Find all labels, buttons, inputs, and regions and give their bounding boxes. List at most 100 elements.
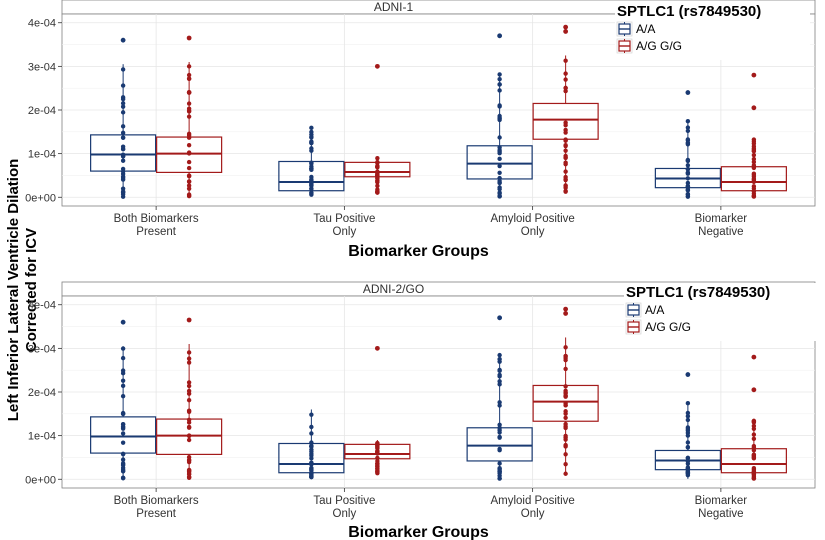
data-point bbox=[751, 152, 757, 158]
data-point bbox=[563, 357, 568, 363]
data-point bbox=[685, 417, 691, 423]
data-point bbox=[685, 426, 691, 432]
data-point bbox=[120, 431, 126, 436]
data-point bbox=[751, 436, 757, 441]
data-point bbox=[375, 169, 380, 174]
data-point bbox=[751, 469, 757, 475]
legend-background bbox=[624, 283, 819, 341]
data-point bbox=[186, 159, 192, 165]
data-point bbox=[120, 101, 126, 106]
data-point bbox=[563, 174, 568, 180]
data-point bbox=[120, 135, 126, 140]
data-point bbox=[375, 164, 380, 169]
y-tick-label: 0e+00 bbox=[25, 192, 56, 204]
data-point bbox=[120, 154, 126, 159]
data-point bbox=[751, 418, 757, 424]
data-point bbox=[751, 423, 757, 429]
data-point bbox=[120, 104, 126, 109]
data-point bbox=[120, 383, 126, 389]
x-tick-label-line2: Only bbox=[333, 226, 357, 238]
x-tick-label: Amyloid Positive bbox=[490, 495, 574, 507]
x-tick-label-line2: Only bbox=[521, 508, 545, 520]
data-point bbox=[186, 380, 192, 385]
data-point bbox=[186, 76, 192, 82]
data-point bbox=[563, 403, 568, 408]
data-point bbox=[186, 101, 192, 106]
data-point bbox=[497, 82, 502, 87]
data-point bbox=[685, 194, 691, 199]
outlier-point bbox=[497, 33, 503, 39]
data-point bbox=[186, 72, 192, 78]
data-point bbox=[497, 163, 502, 169]
data-point bbox=[685, 125, 691, 130]
data-point bbox=[186, 193, 192, 199]
outlier-point bbox=[563, 29, 569, 34]
data-point bbox=[497, 403, 502, 408]
data-point bbox=[563, 138, 568, 143]
data-point bbox=[186, 457, 192, 463]
y-axis-title-line1: Left Inferior Lateral Ventricle Dilation bbox=[5, 159, 22, 422]
data-point bbox=[563, 394, 568, 399]
data-point bbox=[563, 153, 568, 159]
data-point bbox=[309, 424, 314, 430]
data-point bbox=[751, 475, 757, 481]
y-tick-label: 1e-04 bbox=[28, 149, 56, 161]
data-point bbox=[497, 379, 502, 384]
x-axis-title: Biomarker Groups bbox=[348, 243, 489, 260]
data-point bbox=[375, 466, 380, 471]
data-point bbox=[751, 193, 757, 199]
data-point bbox=[685, 444, 691, 450]
data-point bbox=[751, 432, 757, 437]
data-point bbox=[563, 421, 568, 427]
data-point bbox=[751, 189, 757, 194]
data-point bbox=[497, 461, 502, 466]
legend-background bbox=[615, 2, 810, 60]
data-point bbox=[563, 188, 568, 194]
data-point bbox=[309, 449, 314, 454]
data-point bbox=[120, 189, 126, 194]
outlier-point bbox=[374, 345, 380, 351]
x-tick-label-line2: Only bbox=[333, 508, 357, 520]
y-tick-label: 1e-04 bbox=[28, 431, 56, 443]
data-point bbox=[186, 131, 192, 137]
data-point bbox=[685, 401, 691, 406]
data-point bbox=[120, 475, 126, 481]
panel-adni2go: ADNI-2/GO 0e+00 1e-04 2e-04 3e-04 4e-04 Both B… bbox=[25, 281, 819, 540]
data-point bbox=[375, 175, 380, 181]
data-point bbox=[563, 345, 568, 350]
data-point bbox=[186, 437, 192, 443]
outlier-point bbox=[751, 105, 757, 111]
data-point bbox=[751, 163, 757, 168]
data-point bbox=[120, 451, 126, 456]
data-point bbox=[685, 471, 691, 476]
data-point bbox=[497, 400, 502, 405]
data-point bbox=[563, 169, 568, 174]
x-tick-label: Biomarker bbox=[695, 213, 748, 225]
data-point bbox=[497, 76, 502, 82]
data-point bbox=[309, 462, 314, 467]
y-tick-label: 2e-04 bbox=[28, 105, 56, 117]
data-point bbox=[563, 77, 568, 82]
y-axis-title-line2: Corrected for ICV bbox=[23, 228, 40, 352]
data-point bbox=[563, 161, 568, 167]
data-point bbox=[685, 158, 691, 163]
x-tick-label: Tau Positive bbox=[313, 213, 375, 225]
data-point bbox=[120, 371, 126, 376]
data-point bbox=[309, 148, 314, 153]
data-point bbox=[685, 410, 691, 416]
facet-title: ADNI-1 bbox=[374, 0, 414, 14]
data-point bbox=[685, 185, 691, 190]
data-point bbox=[186, 475, 192, 480]
data-point bbox=[375, 449, 380, 455]
data-point bbox=[375, 469, 380, 475]
data-point bbox=[186, 409, 192, 414]
data-point bbox=[497, 113, 502, 119]
data-point bbox=[120, 110, 126, 115]
data-point bbox=[685, 458, 691, 464]
x-tick-label-line2: Negative bbox=[698, 508, 743, 520]
x-tick-label: Both Biomarkers bbox=[114, 213, 199, 225]
x-tick-label: Tau Positive bbox=[313, 495, 375, 507]
data-point bbox=[120, 194, 126, 199]
data-point bbox=[309, 412, 314, 417]
outlier-point bbox=[186, 35, 192, 41]
